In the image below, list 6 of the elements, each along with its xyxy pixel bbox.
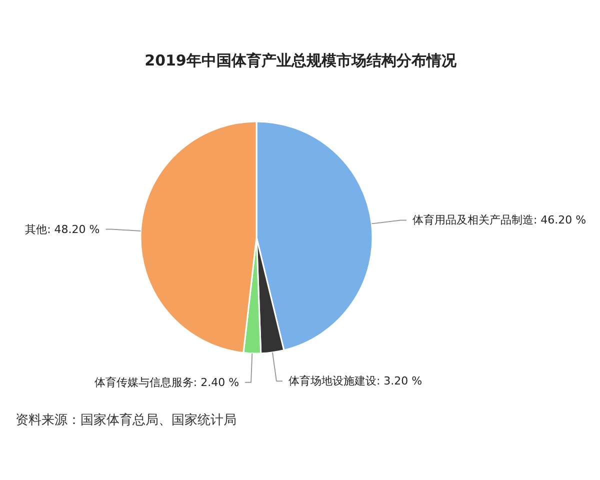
chart-title: 2019年中国体育产业总规模市场结构分布情况 <box>144 52 458 70</box>
slice-label: 体育用品及相关产品制造: 46.20 % <box>412 214 586 227</box>
slice-label: 体育传媒与信息服务: 2.40 % <box>94 376 240 389</box>
slice-label: 体育场地设施建设: 3.20 % <box>288 374 422 388</box>
slice-label: 其他: 48.20 % <box>25 222 100 236</box>
text: 资料来源：国家体育总局、国家统计局 <box>16 412 236 428</box>
